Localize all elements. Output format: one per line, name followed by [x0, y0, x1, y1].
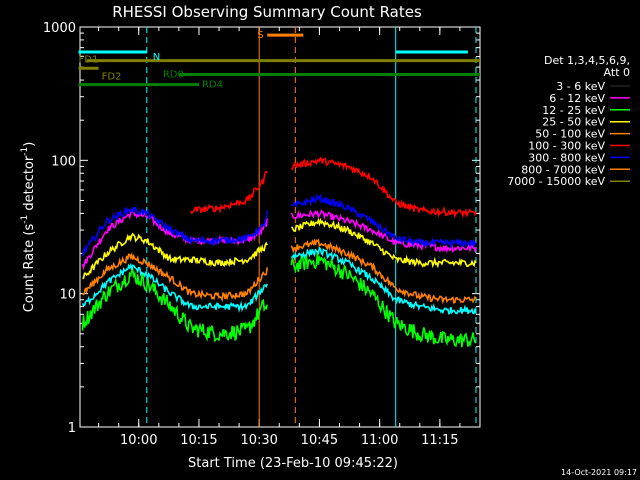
- y-tick-label: 1: [68, 421, 76, 436]
- series-line: [82, 232, 268, 280]
- y-tick-label: 10: [59, 288, 76, 303]
- series-line: [81, 228, 268, 269]
- legend-entry-label: 25 - 50 keV: [542, 116, 605, 129]
- legend-entry-label: 12 - 25 keV: [542, 104, 605, 117]
- series-line: [290, 156, 477, 219]
- x-tick-label: 10:30: [240, 433, 277, 448]
- y-tick-label: 100: [51, 154, 76, 169]
- y-axis-label-sup: -1: [20, 215, 30, 224]
- y-axis-label-sup2: -1: [20, 147, 30, 156]
- flag-label: S: [257, 30, 263, 41]
- y-axis-label-main: Count Rate (s: [22, 224, 37, 313]
- series-line: [82, 251, 268, 302]
- legend-header: Det 1,3,4,5,6,9,: [544, 54, 630, 67]
- y-axis-label-close: ): [22, 142, 37, 147]
- series-line: [290, 246, 477, 315]
- legend-entry-label: 800 - 7000 keV: [521, 163, 605, 176]
- y-axis-label: Count Rate (s-1 detector-1): [20, 142, 37, 313]
- legend-entry-label: 3 - 6 keV: [556, 80, 605, 93]
- x-tick-label: 10:45: [301, 433, 338, 448]
- series-line: [291, 217, 477, 269]
- series-line: [290, 224, 477, 273]
- flag-label: FD1: [79, 55, 99, 66]
- legend-entry-label: 300 - 800 keV: [528, 151, 605, 164]
- series-line: [291, 193, 477, 250]
- date-stamp: 14-Oct-2021 09:17: [561, 468, 637, 477]
- legend-entry-label: 7000 - 15000 keV: [507, 175, 605, 188]
- x-axis-label: Start Time (23-Feb-10 09:45:22): [188, 456, 398, 471]
- flag-label: RD4: [202, 80, 223, 91]
- chart-title: RHESSI Observing Summary Count Rates: [112, 3, 422, 21]
- y-axis-label-tail: detector: [22, 155, 37, 215]
- series-line: [290, 252, 477, 348]
- flag-label: N: [153, 52, 160, 63]
- x-tick-label: 10:00: [120, 433, 157, 448]
- series-line: [190, 170, 268, 215]
- plot-area: [78, 26, 481, 428]
- legend-header-att: Att 0: [604, 66, 630, 79]
- x-tick-label: 11:15: [421, 433, 458, 448]
- series-line: [81, 262, 268, 313]
- x-tick-label: 11:00: [361, 433, 398, 448]
- y-tick-label: 1000: [43, 21, 76, 36]
- series-line: [81, 205, 268, 257]
- legend-entry-label: 6 - 12 keV: [549, 92, 605, 105]
- x-tick-label: 10:15: [180, 433, 217, 448]
- series-line: [81, 267, 268, 343]
- legend-entry-label: 50 - 100 keV: [535, 128, 605, 141]
- flag-label: FD2: [102, 71, 122, 82]
- series-line: [290, 238, 477, 305]
- plot-frame: [79, 26, 481, 428]
- series-line: [290, 209, 477, 254]
- legend-entry-label: 100 - 300 keV: [528, 140, 605, 153]
- flag-label: RD0: [163, 70, 184, 81]
